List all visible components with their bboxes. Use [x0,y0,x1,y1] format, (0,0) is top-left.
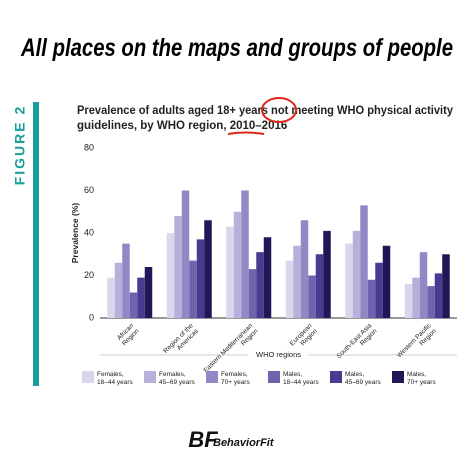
y-tick-label: 60 [84,185,94,195]
text-line: 18–44 years [97,379,134,386]
text-line: Females, [97,371,124,378]
bar [129,292,138,318]
bar [166,233,175,318]
highlight-circle [261,97,297,123]
bar [367,279,376,318]
chart-title: guidelines, by WHO region, 2010–2016 [77,120,287,132]
bar [233,211,242,318]
text-line: 70+ years [221,379,250,386]
bar [137,277,145,318]
legend-swatch [392,371,404,383]
chart-title: Prevalence of adults aged 18+ years not … [77,105,454,117]
legend-swatch [144,371,156,383]
legend-swatch [268,371,280,383]
bar [256,252,264,318]
bar [181,190,190,318]
text-line: 18–44 years [283,379,320,386]
bar [308,275,316,318]
legend-swatch [206,371,218,383]
bar [241,190,249,318]
bar [196,239,205,318]
accent-bar [33,102,39,386]
text-line: Males, [345,371,364,378]
text-line: Females, [221,371,248,378]
bar [204,220,212,318]
bar [382,245,391,318]
legend-swatch [82,371,94,383]
brand-name: BehaviorFit [213,437,275,449]
bar [174,216,182,318]
text-line: 45–69 years [159,379,196,386]
y-tick-label: 0 [89,312,94,322]
page-heading: All places on the maps and groups of peo… [20,34,453,62]
legend-label: Females, 70+ years [221,371,250,386]
bar [434,273,443,318]
bar [345,243,353,318]
figure-label: FIGURE 2 [12,105,28,186]
bar [375,262,383,318]
bar [352,230,361,318]
legend-label: Males, 45–69 years [345,371,382,386]
legend-label: Females, 45–69 years [159,371,196,386]
bar [427,286,435,318]
bar [122,243,130,318]
bar [323,230,331,318]
text-line: Males, [407,371,426,378]
bar [360,205,368,318]
y-tick-label: 20 [84,270,94,280]
bar [189,260,197,318]
legend-swatch [330,371,342,383]
bar [300,220,309,318]
bar [419,252,428,318]
text-line: Females, [159,371,186,378]
bar [248,269,257,318]
bar [412,277,420,318]
bar [263,237,272,318]
bar [144,267,153,318]
brand-mark: BF [188,427,218,452]
bar [107,277,115,318]
bar [404,284,413,318]
legend-label: Males, 18–44 years [283,371,320,386]
highlight-underline [227,131,265,135]
bar [285,260,294,318]
bar [442,254,450,318]
y-tick-label: 40 [84,227,94,237]
x-label-backdrop [248,350,309,360]
text-line: 45–69 years [345,379,382,386]
y-tick-label: 80 [84,142,94,152]
x-axis-label: WHO regions [256,350,301,359]
legend-label: Females, 18–44 years [97,371,134,386]
bar [226,226,234,318]
bar [293,245,301,318]
bar [315,254,324,318]
text-line: 70+ years [407,379,436,386]
legend-label: Males, 70+ years [407,371,436,386]
text-line: Males, [283,371,302,378]
y-axis-label: Prevalence (%) [70,203,80,264]
bar [114,262,123,318]
